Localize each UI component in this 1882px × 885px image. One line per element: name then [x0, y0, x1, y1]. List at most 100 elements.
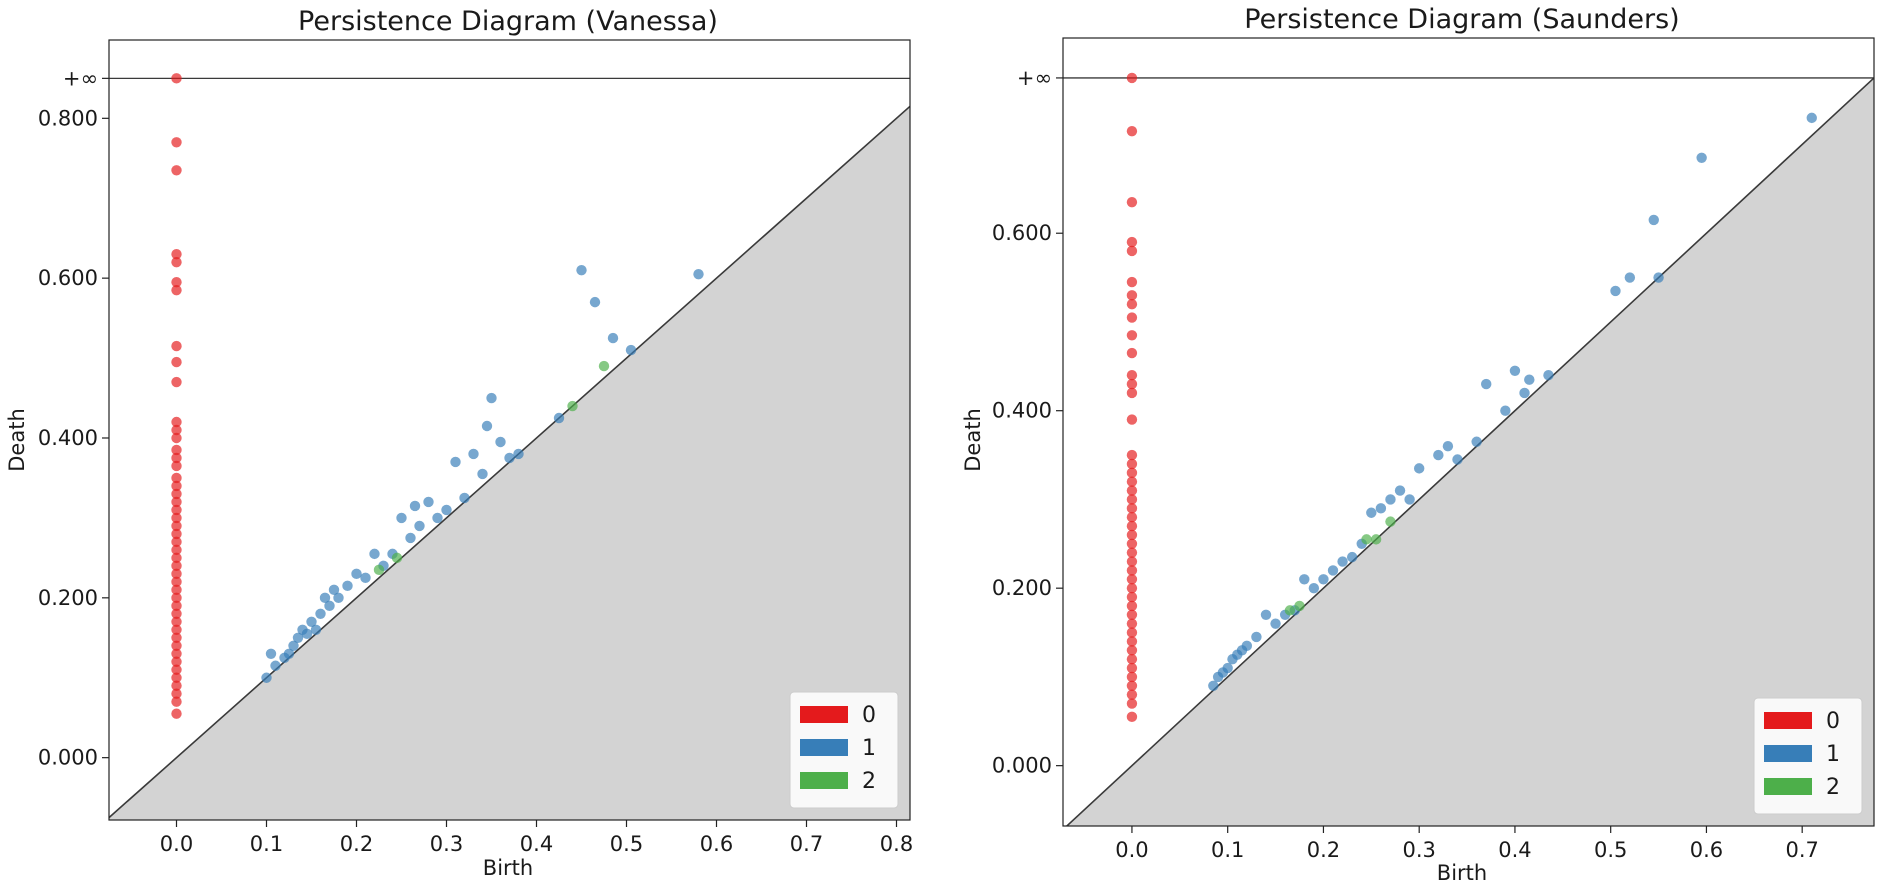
- point: [171, 616, 182, 628]
- point: [1284, 605, 1296, 616]
- point: [171, 488, 182, 500]
- point: [553, 412, 565, 424]
- x-tick-label: 0.6: [1690, 838, 1723, 862]
- point: [171, 416, 182, 428]
- point: [486, 392, 497, 404]
- point: [1126, 680, 1138, 691]
- point: [1126, 299, 1138, 310]
- legend-swatch: [800, 706, 848, 723]
- legend-label: 2: [862, 769, 876, 794]
- chart-title: Persistence Diagram (Saunders): [1244, 4, 1679, 35]
- point: [1126, 312, 1138, 323]
- persistence-diagram-vanessa: Persistence Diagram (Vanessa) Birth Deat…: [5, 6, 913, 880]
- point: [1452, 454, 1463, 465]
- point: [270, 660, 281, 671]
- point: [589, 296, 601, 308]
- point: [171, 256, 182, 268]
- point: [1500, 405, 1511, 416]
- point: [1126, 627, 1138, 638]
- point: [1126, 511, 1138, 523]
- legend-swatch: [800, 772, 848, 789]
- point: [328, 584, 340, 596]
- point: [1126, 689, 1138, 700]
- point: [1299, 574, 1310, 585]
- series-dim-2: [1284, 516, 1396, 616]
- point: [1126, 449, 1138, 461]
- point: [171, 560, 182, 572]
- point: [1394, 485, 1406, 496]
- point: [1126, 609, 1138, 621]
- point: [171, 432, 182, 444]
- point: [171, 568, 182, 580]
- x-tick-label: 0.7: [790, 832, 823, 856]
- point: [1126, 529, 1138, 541]
- x-axis-label: Birth: [1437, 861, 1487, 885]
- point: [1126, 591, 1138, 603]
- point: [468, 448, 479, 460]
- point: [319, 592, 331, 604]
- point: [1370, 534, 1382, 545]
- point: [333, 592, 344, 604]
- point: [1648, 214, 1659, 226]
- plot-area: [109, 73, 910, 820]
- legend-label: 0: [862, 703, 876, 728]
- point: [1126, 547, 1138, 558]
- point: [441, 504, 452, 516]
- y-tick-label: 0.200: [992, 576, 1052, 600]
- point: [1126, 414, 1138, 425]
- legend-label: 0: [1826, 709, 1840, 734]
- point: [1404, 494, 1415, 505]
- point: [1385, 516, 1396, 527]
- point: [171, 424, 182, 436]
- y-axis-label: Death: [5, 408, 29, 472]
- point: [171, 584, 182, 596]
- point: [171, 600, 182, 612]
- point: [1126, 711, 1138, 723]
- point: [1260, 609, 1272, 621]
- point: [171, 608, 182, 620]
- series-dim-1: [261, 264, 704, 683]
- y-tick-label: 0.400: [992, 399, 1052, 423]
- point: [1126, 520, 1138, 532]
- point: [1126, 458, 1138, 470]
- point: [1126, 600, 1138, 612]
- point: [1251, 631, 1262, 643]
- infinity-tick-label: +∞: [63, 66, 98, 90]
- point: [171, 708, 182, 719]
- x-tick-label: 0.5: [1594, 838, 1627, 862]
- point: [171, 512, 182, 524]
- point: [171, 640, 182, 651]
- point: [1126, 494, 1138, 505]
- point: [513, 448, 524, 460]
- axes-frame: [1062, 37, 1875, 827]
- point: [567, 400, 578, 412]
- point: [1126, 618, 1138, 629]
- point: [171, 544, 182, 556]
- below-diagonal-region: [1063, 77, 1874, 826]
- y-tick-label: 0.600: [38, 266, 98, 290]
- point: [459, 492, 470, 504]
- point: [1126, 387, 1138, 399]
- point: [1126, 467, 1138, 479]
- point: [1126, 698, 1138, 709]
- axes-frame: [108, 39, 911, 821]
- x-tick-label: 0.4: [1498, 838, 1531, 862]
- point: [324, 600, 335, 612]
- point: [265, 648, 277, 659]
- legend-swatch: [1764, 778, 1812, 795]
- y-axis-label: Death: [961, 408, 985, 472]
- point: [1126, 645, 1138, 656]
- point: [1337, 556, 1348, 567]
- x-tick-label: 0.3: [430, 832, 463, 856]
- point: [1524, 374, 1535, 385]
- point: [171, 520, 182, 532]
- point: [301, 628, 313, 639]
- point: [315, 608, 326, 620]
- point: [171, 452, 182, 464]
- point: [1361, 534, 1372, 545]
- legend-label: 1: [862, 736, 876, 761]
- chart-title: Persistence Diagram (Vanessa): [298, 6, 718, 37]
- point: [1653, 272, 1664, 283]
- series-dim-2: [373, 360, 610, 576]
- series-dim-0: [171, 73, 182, 719]
